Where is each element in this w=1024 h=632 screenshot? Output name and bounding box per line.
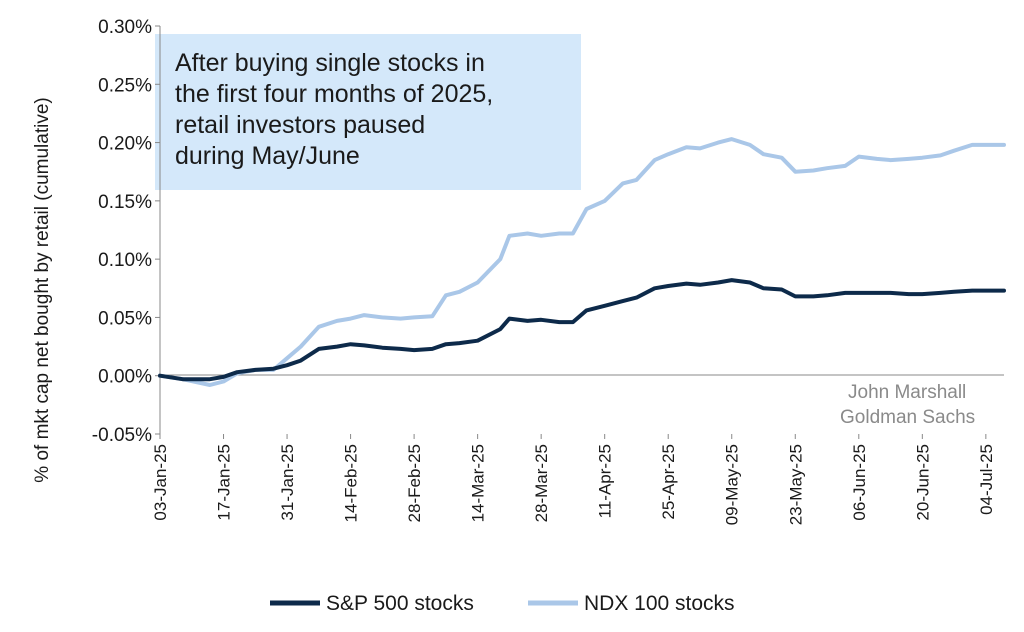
x-tick-label: 20-Jun-25 [913,444,932,521]
annotation-box [155,34,581,190]
x-tick-label: 04-Jul-25 [977,444,996,515]
y-axis-label: % of mkt cap net bought by retail (cumul… [32,97,53,482]
y-tick-label: -0.05% [92,425,152,446]
legend-label: S&P 500 stocks [326,592,474,615]
x-tick-label: 23-May-25 [786,444,805,525]
y-tick-label: 0.25% [98,75,152,96]
series-lines [158,137,1006,387]
y-tick-label: 0.20% [98,134,152,155]
x-axis-ticks: 03-Jan-25 17-Jan-25 31-Jan-25 14-Feb-25 28-F… [151,434,996,525]
y-axis-ticks: -0.05% 0.00% 0.05% 0.10% 0.15% 0.20% 0.25% 0.30… [92,17,160,446]
credit-line: Goldman Sachs [840,407,975,428]
x-tick-label: 09-May-25 [723,444,742,525]
series-line-ndx100 [158,137,1006,387]
annotation-line: the first four months of 2025, [175,80,493,108]
x-tick-label: 28-Mar-25 [532,444,551,522]
y-tick-label: 0.15% [98,192,152,213]
x-tick-label: 14-Feb-25 [342,444,361,522]
legend-label: NDX 100 stocks [584,592,735,615]
x-tick-label: 14-Mar-25 [469,444,488,522]
y-tick-label: 0.00% [98,367,152,388]
credit-text: John Marshall Goldman Sachs [840,382,975,428]
x-tick-label: 03-Jan-25 [151,444,170,521]
y-tick-label: 0.30% [98,17,152,38]
annotation-line: during May/June [175,142,360,170]
annotation-text: After buying single stocks in the first f… [175,49,493,170]
y-tick-label: 0.10% [98,250,152,271]
credit-line: John Marshall [848,382,966,403]
x-tick-label: 11-Apr-25 [596,444,615,518]
series-line-sp500 [158,278,1006,382]
x-tick-label: 25-Apr-25 [659,444,678,520]
annotation-line: After buying single stocks in [175,49,485,77]
annotation-line: retail investors paused [175,111,425,139]
x-tick-label: 17-Jan-25 [215,444,234,521]
legend: S&P 500 stocks NDX 100 stocks [270,592,735,615]
x-tick-label: 06-Jun-25 [850,444,869,521]
x-tick-label: 28-Feb-25 [405,444,424,522]
x-tick-label: 31-Jan-25 [278,444,297,521]
y-tick-label: 0.05% [98,308,152,329]
